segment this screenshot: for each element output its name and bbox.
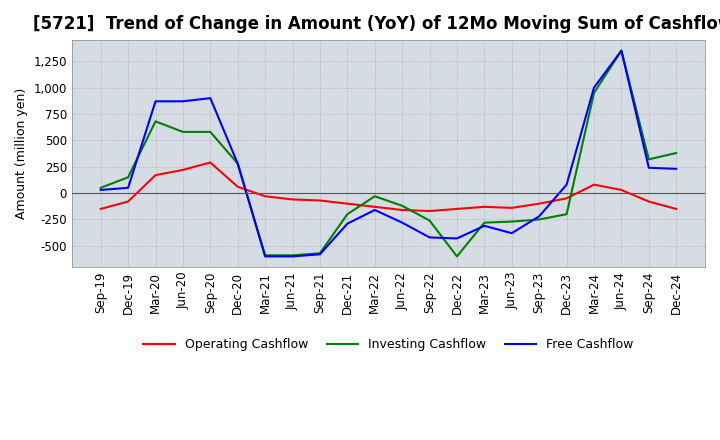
Free Cashflow bbox=[617, 48, 626, 53]
Investing Cashflow bbox=[315, 251, 324, 256]
Free Cashflow bbox=[233, 161, 242, 166]
Investing Cashflow bbox=[480, 220, 489, 225]
Operating Cashflow bbox=[644, 199, 653, 204]
Investing Cashflow bbox=[617, 48, 626, 53]
Operating Cashflow bbox=[370, 204, 379, 209]
Investing Cashflow bbox=[590, 90, 598, 95]
Free Cashflow bbox=[453, 236, 462, 241]
Free Cashflow bbox=[96, 187, 105, 193]
Investing Cashflow bbox=[370, 194, 379, 199]
Investing Cashflow bbox=[261, 253, 269, 258]
Investing Cashflow bbox=[288, 253, 297, 258]
Operating Cashflow bbox=[151, 172, 160, 178]
Operating Cashflow bbox=[315, 198, 324, 203]
Operating Cashflow bbox=[508, 205, 516, 210]
Operating Cashflow bbox=[590, 182, 598, 187]
Operating Cashflow bbox=[562, 196, 571, 201]
Free Cashflow bbox=[206, 95, 215, 101]
Free Cashflow bbox=[672, 166, 680, 172]
Free Cashflow bbox=[261, 254, 269, 259]
Investing Cashflow bbox=[124, 175, 132, 180]
Investing Cashflow bbox=[644, 157, 653, 162]
Free Cashflow bbox=[398, 220, 407, 225]
Investing Cashflow bbox=[179, 129, 187, 135]
Investing Cashflow bbox=[206, 129, 215, 135]
Operating Cashflow bbox=[617, 187, 626, 193]
Operating Cashflow bbox=[398, 207, 407, 213]
Free Cashflow bbox=[179, 99, 187, 104]
Free Cashflow bbox=[343, 221, 351, 226]
Free Cashflow bbox=[370, 207, 379, 213]
Operating Cashflow bbox=[672, 206, 680, 212]
Free Cashflow bbox=[644, 165, 653, 170]
Operating Cashflow bbox=[261, 194, 269, 199]
Legend: Operating Cashflow, Investing Cashflow, Free Cashflow: Operating Cashflow, Investing Cashflow, … bbox=[138, 333, 639, 356]
Free Cashflow bbox=[151, 99, 160, 104]
Investing Cashflow bbox=[233, 161, 242, 166]
Free Cashflow bbox=[480, 223, 489, 228]
Operating Cashflow bbox=[480, 204, 489, 209]
Investing Cashflow bbox=[426, 218, 434, 223]
Investing Cashflow bbox=[508, 219, 516, 224]
Operating Cashflow bbox=[288, 197, 297, 202]
Line: Investing Cashflow: Investing Cashflow bbox=[101, 51, 676, 257]
Line: Free Cashflow: Free Cashflow bbox=[101, 51, 676, 257]
Y-axis label: Amount (million yen): Amount (million yen) bbox=[15, 88, 28, 219]
Investing Cashflow bbox=[535, 217, 544, 222]
Free Cashflow bbox=[315, 252, 324, 257]
Line: Operating Cashflow: Operating Cashflow bbox=[101, 162, 676, 211]
Operating Cashflow bbox=[206, 160, 215, 165]
Free Cashflow bbox=[426, 235, 434, 240]
Free Cashflow bbox=[288, 254, 297, 259]
Investing Cashflow bbox=[398, 203, 407, 209]
Free Cashflow bbox=[562, 182, 571, 187]
Operating Cashflow bbox=[343, 201, 351, 206]
Operating Cashflow bbox=[96, 206, 105, 212]
Title: [5721]  Trend of Change in Amount (YoY) of 12Mo Moving Sum of Cashflows: [5721] Trend of Change in Amount (YoY) o… bbox=[33, 15, 720, 33]
Free Cashflow bbox=[535, 214, 544, 219]
Operating Cashflow bbox=[233, 184, 242, 189]
Operating Cashflow bbox=[426, 209, 434, 214]
Free Cashflow bbox=[124, 185, 132, 191]
Operating Cashflow bbox=[179, 167, 187, 172]
Investing Cashflow bbox=[343, 212, 351, 217]
Operating Cashflow bbox=[535, 201, 544, 206]
Investing Cashflow bbox=[151, 119, 160, 124]
Investing Cashflow bbox=[96, 185, 105, 191]
Investing Cashflow bbox=[453, 254, 462, 259]
Operating Cashflow bbox=[124, 199, 132, 204]
Investing Cashflow bbox=[672, 150, 680, 156]
Free Cashflow bbox=[590, 85, 598, 90]
Free Cashflow bbox=[508, 231, 516, 236]
Investing Cashflow bbox=[562, 212, 571, 217]
Operating Cashflow bbox=[453, 206, 462, 212]
